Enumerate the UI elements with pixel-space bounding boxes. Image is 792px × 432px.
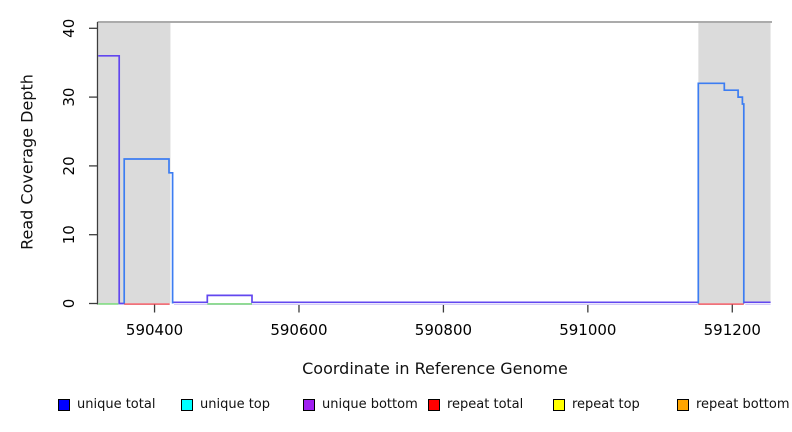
legend-item-repeat-bottom: repeat bottom <box>677 397 790 412</box>
legend: unique total unique top unique bottom re… <box>0 397 792 419</box>
legend-swatch-repeat-bottom <box>677 398 689 411</box>
legend-swatch-unique-top <box>181 398 193 411</box>
legend-label-repeat-bottom: repeat bottom <box>696 397 790 412</box>
y-tick-label: 10 <box>60 225 78 244</box>
x-tick-label: 591200 <box>704 321 761 339</box>
x-tick-label: 590800 <box>415 321 472 339</box>
shaded-region-2 <box>698 23 771 303</box>
legend-item-repeat-top: repeat top <box>553 397 640 412</box>
legend-label-unique-bottom: unique bottom <box>322 397 418 412</box>
y-tick-label: 0 <box>60 299 78 309</box>
x-tick-label: 590400 <box>126 321 183 339</box>
legend-item-unique-bottom: unique bottom <box>303 397 418 412</box>
legend-label-repeat-top: repeat top <box>572 397 640 412</box>
series-line-unique-total-right-step <box>697 82 745 304</box>
legend-swatch-repeat-total <box>428 398 440 411</box>
y-tick-label: 20 <box>60 156 78 175</box>
y-tick-label: 40 <box>60 19 78 38</box>
shaded-region-1 <box>98 23 171 303</box>
legend-label-unique-top: unique top <box>200 397 271 412</box>
legend-swatch-unique-total <box>58 398 70 411</box>
y-axis-title: Read Coverage Depth <box>17 74 37 250</box>
legend-label-unique-total: unique total <box>77 397 156 412</box>
x-axis-title: Coordinate in Reference Genome <box>302 359 568 378</box>
legend-label-repeat-total: repeat total <box>447 397 524 412</box>
x-tick-label: 590600 <box>270 321 327 339</box>
legend-item-unique-total: unique total <box>58 397 155 412</box>
legend-swatch-unique-bottom <box>303 398 315 411</box>
legend-item-repeat-total: repeat total <box>428 397 523 412</box>
legend-item-unique-top: unique top <box>181 397 270 412</box>
y-tick-label: 30 <box>60 88 78 107</box>
series-line-unique-total-left-box <box>123 158 174 304</box>
x-tick-label: 591000 <box>559 321 616 339</box>
series-line-unique-bottom-left-step <box>98 54 125 305</box>
series-line-unique-bottom-mid <box>172 294 698 304</box>
legend-swatch-repeat-top <box>553 398 565 411</box>
